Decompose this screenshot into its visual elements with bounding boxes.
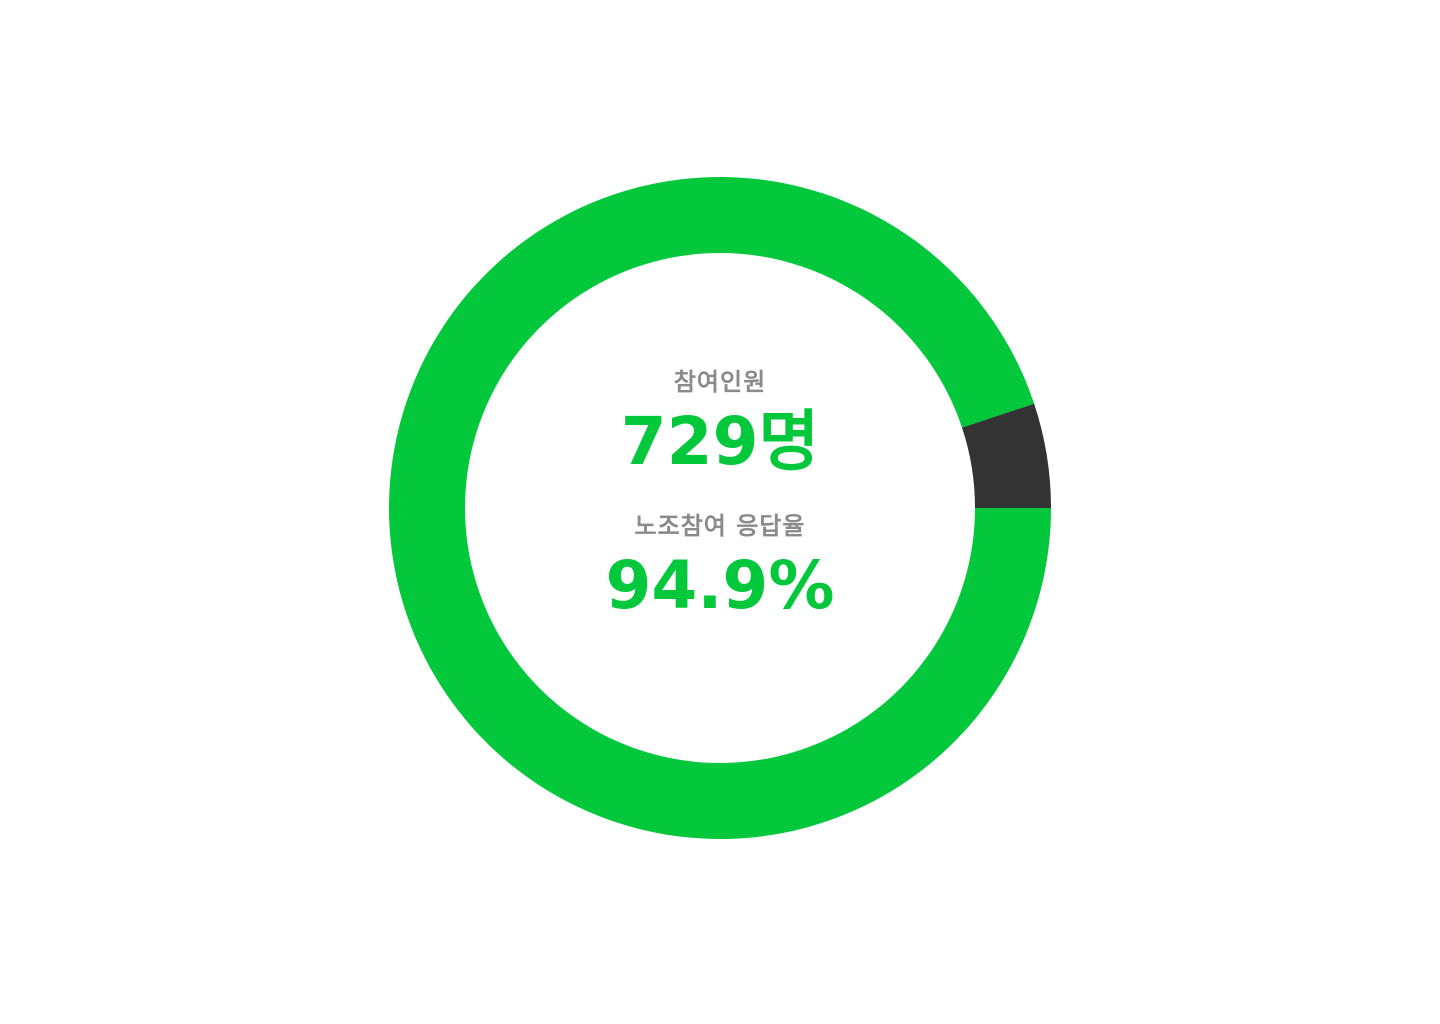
response-rate-label: 노조참여 응답율 [634,512,806,540]
response-rate-value: 94.9% [605,547,835,624]
participants-count: 729명 [620,403,820,480]
donut-slice-remainder [962,403,1051,508]
participants-summary: 참여인원 729명 [520,362,920,475]
response-rate-summary: 노조참여 응답율 94.9% [520,506,920,619]
participants-label: 참여인원 [673,368,767,396]
